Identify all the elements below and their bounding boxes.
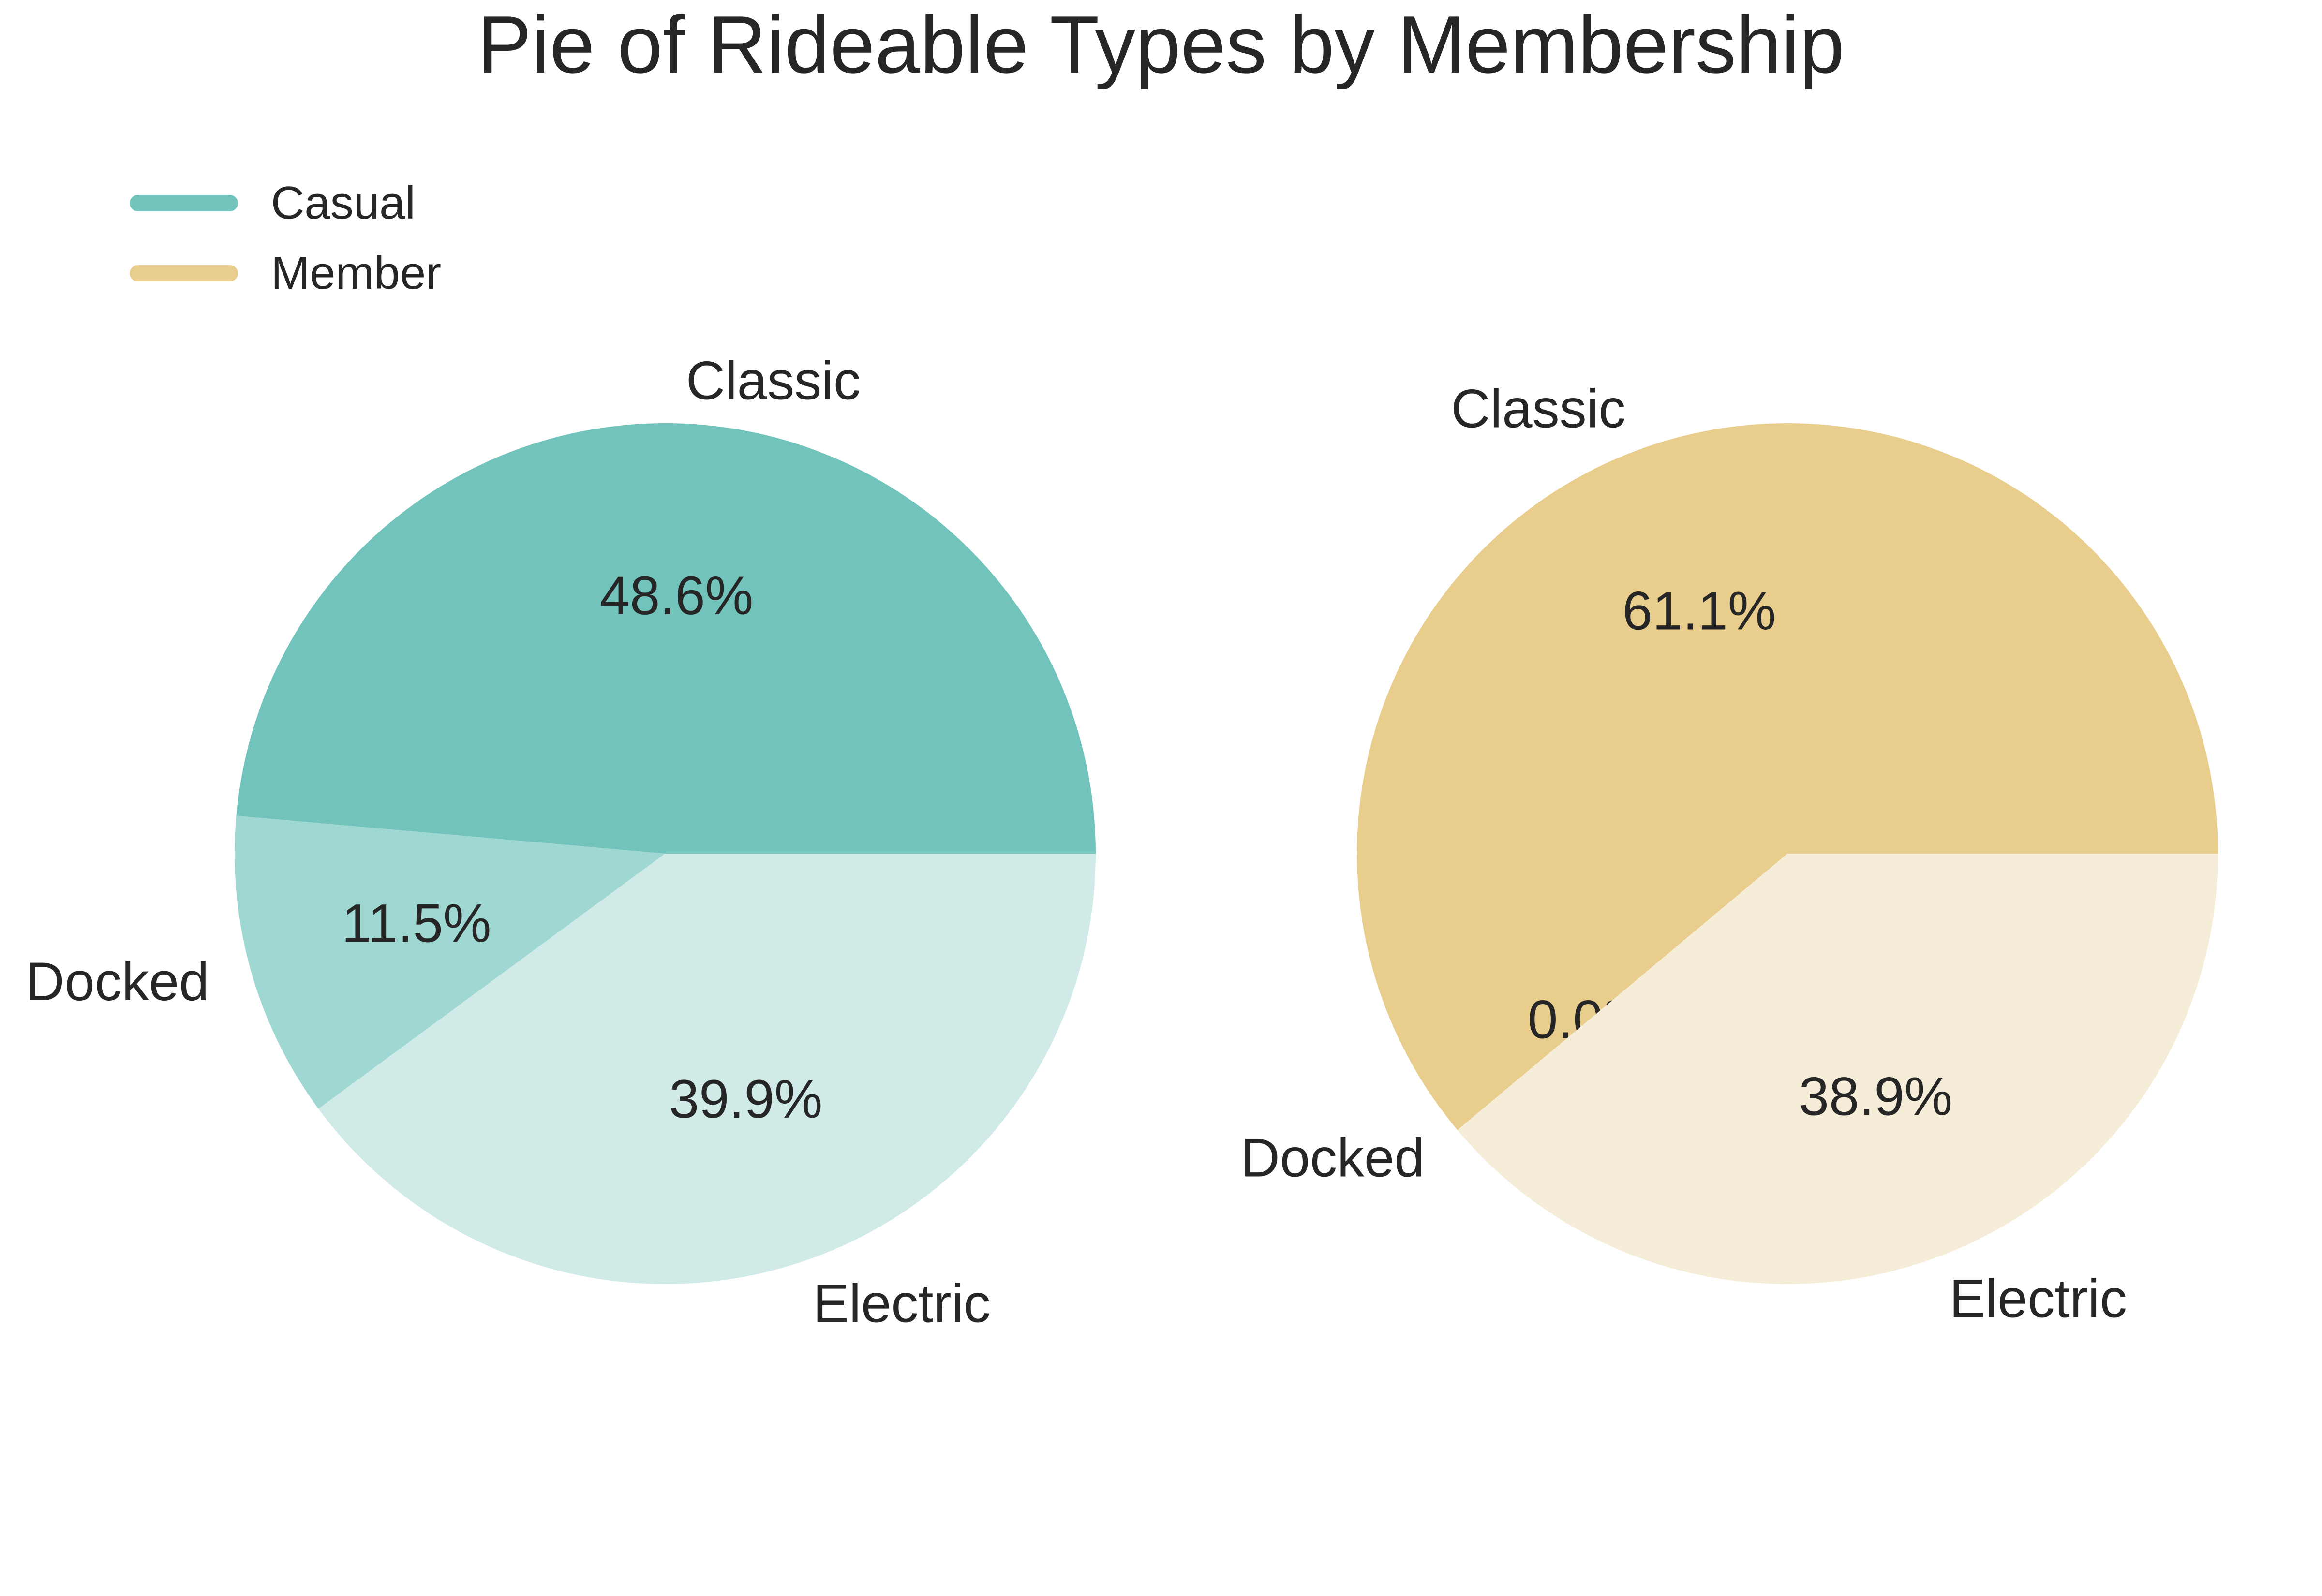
pie-member-value-classic: 61.1% bbox=[1622, 581, 1776, 641]
pie-member-label-docked: Docked bbox=[1241, 1127, 1425, 1188]
pie-casual-slice-classic bbox=[236, 423, 1096, 854]
legend-label-casual: Casual bbox=[271, 177, 416, 229]
pie-casual-label-electric: Electric bbox=[813, 1273, 990, 1334]
chart-title: Pie of Rideable Types by Membership bbox=[477, 0, 1845, 90]
pie-casual-label-docked: Docked bbox=[26, 951, 209, 1012]
pie-casual-slice-electric bbox=[318, 854, 1096, 1284]
pie-casual-slice-docked bbox=[235, 815, 665, 1109]
legend-label-member: Member bbox=[271, 247, 441, 299]
pie-member-value-electric: 38.9% bbox=[1799, 1066, 1953, 1126]
pie-member-label-electric: Electric bbox=[1950, 1269, 2127, 1329]
legend: Casual Member bbox=[130, 177, 441, 299]
pie-casual-value-classic: 48.6% bbox=[600, 565, 754, 626]
pie-member-slice-electric bbox=[1457, 854, 2218, 1284]
pie-casual: Classic 48.6% Docked 11.5% Electric 39.9% bbox=[26, 350, 1096, 1334]
pie-member-label-classic: Classic bbox=[1451, 378, 1626, 439]
pie-casual-label-classic: Classic bbox=[686, 350, 861, 411]
pie-member-slice-classic bbox=[1357, 423, 2218, 1130]
pie-casual-value-docked: 11.5% bbox=[342, 893, 491, 954]
pie-casual-value-electric: 39.9% bbox=[669, 1069, 823, 1129]
